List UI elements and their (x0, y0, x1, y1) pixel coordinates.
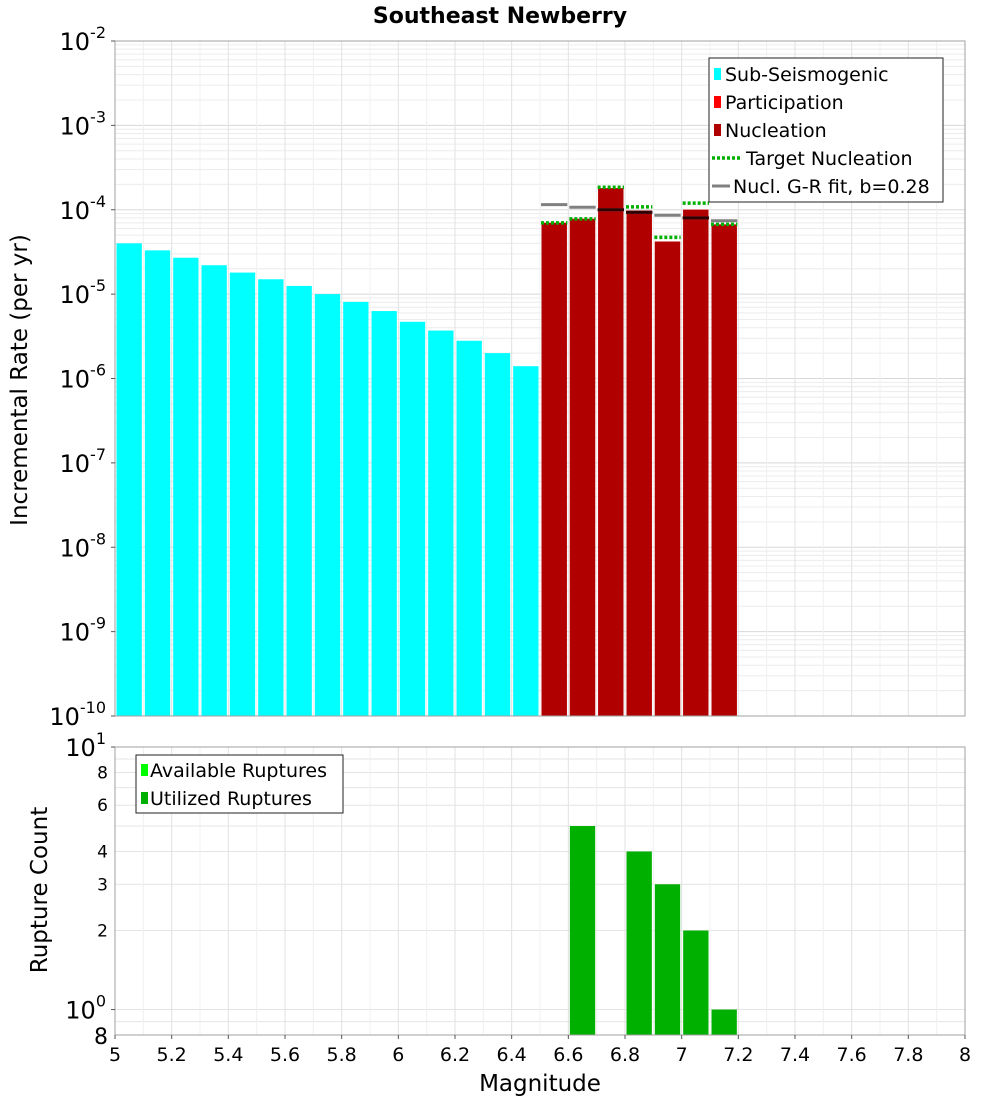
x-tick-label: 6.4 (497, 1044, 527, 1066)
top-grid (114, 41, 966, 717)
y-tick-label: 8 (94, 1025, 108, 1050)
bar-sub-seismogenic (456, 340, 482, 716)
legend-swatch (141, 764, 148, 776)
bar-nucleation (654, 241, 681, 717)
bar-sub-seismogenic (343, 301, 369, 716)
legend-label: Participation (725, 92, 844, 114)
bar-nucleation (711, 224, 737, 717)
y-tick-label: 10-2 (60, 23, 107, 56)
bar-sub-seismogenic (144, 250, 171, 717)
x-tick-label: 7 (676, 1044, 688, 1066)
bar-nucleation (683, 209, 709, 716)
y-tick-label: 8 (97, 763, 108, 783)
y-tick-label: 3 (97, 875, 108, 895)
x-tick-label: 6.8 (610, 1044, 640, 1066)
x-tick-label: 5.2 (157, 1044, 187, 1066)
x-tick-label: 7.2 (723, 1044, 753, 1066)
bar-utilized-ruptures (626, 851, 652, 1035)
top-bars (116, 185, 738, 717)
bar-utilized-ruptures (654, 884, 681, 1035)
bar-sub-seismogenic (314, 294, 341, 716)
bar-sub-seismogenic (173, 257, 199, 716)
legend-label: Nucleation (725, 120, 827, 142)
bar-nucleation (541, 222, 567, 716)
bar-utilized-ruptures (711, 1009, 737, 1035)
y-tick-label: 10-4 (60, 192, 107, 225)
bar-sub-seismogenic (484, 353, 511, 716)
x-tick-label: 5.6 (270, 1044, 300, 1066)
legend-box (708, 57, 944, 203)
legend-swatch (714, 124, 721, 136)
bar-sub-seismogenic (229, 272, 256, 716)
bottom-legend: Available Ruptures Utilized Ruptures (135, 754, 344, 814)
y-tick-label: 100 (65, 992, 106, 1025)
legend-label: Nucl. G-R fit, b=0.28 (733, 176, 930, 198)
y-tick-label: 10-6 (60, 361, 107, 394)
y-tick-label: 10-9 (60, 614, 107, 647)
chart-title: Southeast Newberry (373, 4, 627, 29)
bar-nucleation (569, 218, 596, 716)
y-tick-label: 10-10 (49, 698, 106, 731)
bar-nucleation (598, 188, 624, 717)
legend-swatch (714, 96, 721, 108)
top-y-axis-label: Incremental Rate (per yr) (7, 234, 33, 526)
y-tick-label: 10-8 (60, 529, 107, 562)
x-tick-label: 8 (959, 1044, 971, 1066)
x-tick-label: 5.8 (327, 1044, 357, 1066)
legend-label: Available Ruptures (150, 760, 327, 782)
bar-utilized-ruptures (683, 930, 709, 1035)
bar-sub-seismogenic (371, 311, 397, 716)
bar-nucleation (626, 210, 652, 716)
y-tick-label: 10-7 (60, 445, 107, 478)
x-axis-label: Magnitude (479, 1071, 601, 1097)
legend-box (135, 754, 344, 814)
y-tick-label: 2 (97, 922, 108, 942)
bottom-plot-area (114, 746, 966, 1036)
legend-swatch (714, 68, 721, 80)
bar-sub-seismogenic (201, 265, 227, 716)
y-tick-label: 4 (97, 842, 108, 862)
y-tick-label: 10-5 (60, 276, 107, 309)
x-ticks: 5 5.2 5.4 5.6 5.8 6 6.2 6.4 6.6 6.8 7 7.2 7.4 7.6 7.8 8 (109, 1035, 971, 1066)
x-tick-label: 6.6 (553, 1044, 583, 1066)
top-y-ticks: 10-2 10-3 10-4 10-5 10-6 10-7 10-8 10-9 10-10 (49, 23, 115, 731)
x-tick-label: 5 (109, 1044, 121, 1066)
legend-label: Sub-Seismogenic (725, 64, 889, 86)
bar-sub-seismogenic (399, 321, 426, 716)
top-legend: Sub-Seismogenic Participation Nucleation Ta… (708, 57, 944, 203)
bar-sub-seismogenic (258, 279, 284, 716)
x-tick-label: 6 (392, 1044, 404, 1066)
legend-swatch (141, 792, 148, 804)
y-tick-label: 10-3 (60, 107, 107, 140)
bar-sub-seismogenic (116, 243, 142, 717)
x-tick-label: 7.8 (893, 1044, 923, 1066)
legend-label: Utilized Ruptures (150, 788, 312, 810)
bar-sub-seismogenic (513, 366, 539, 716)
bottom-bars (569, 826, 737, 1035)
legend-label: Target Nucleation (745, 148, 913, 170)
x-tick-label: 7.6 (837, 1044, 867, 1066)
bar-sub-seismogenic (286, 285, 312, 716)
x-tick-label: 7.4 (780, 1044, 810, 1066)
bottom-y-axis-label: Rupture Count (27, 807, 53, 973)
y-tick-label: 6 (97, 796, 108, 816)
bar-sub-seismogenic (428, 330, 454, 716)
x-tick-label: 5.4 (213, 1044, 243, 1066)
bar-utilized-ruptures (569, 826, 596, 1035)
y-tick-label: 101 (65, 729, 106, 762)
x-tick-label: 6.2 (440, 1044, 470, 1066)
